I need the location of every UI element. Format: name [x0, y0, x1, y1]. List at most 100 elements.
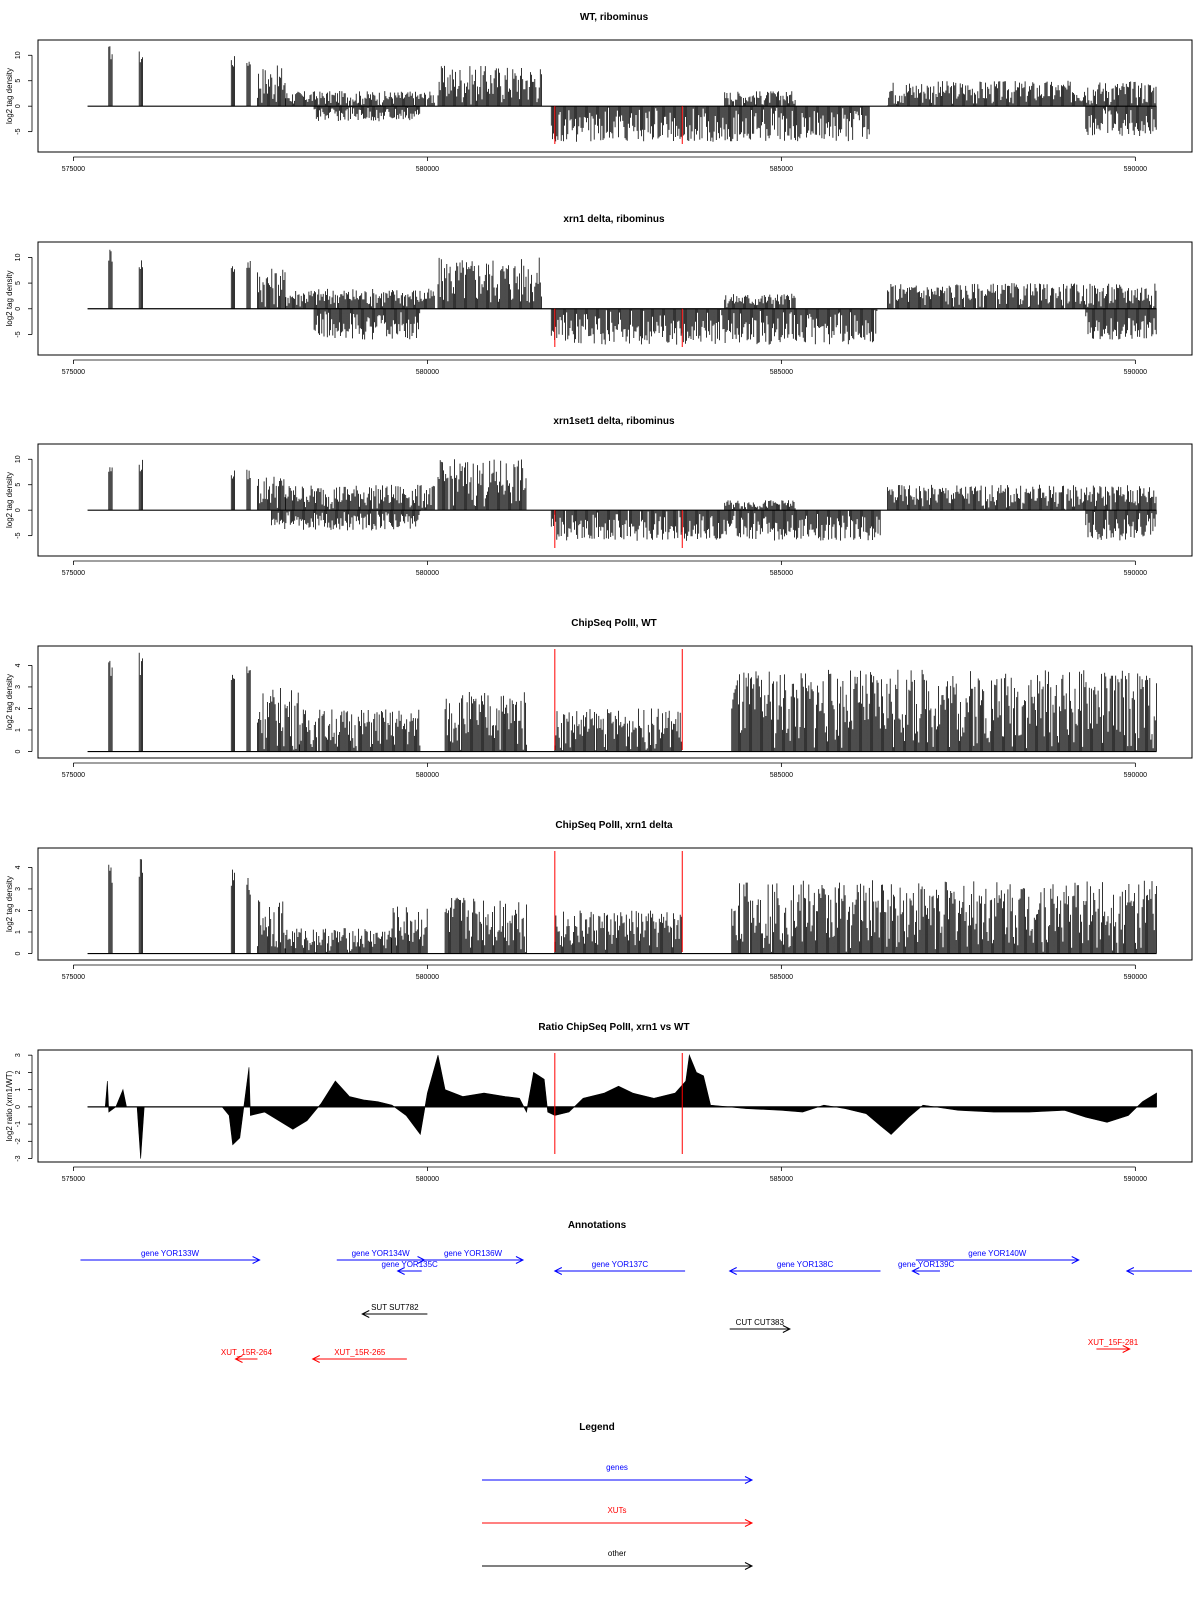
y-tick-label: 0	[15, 749, 22, 753]
x-tick-label: 575000	[62, 1176, 85, 1183]
feature-label: XUT_15R-265	[334, 1348, 386, 1357]
plus-strand-signal	[138, 859, 143, 954]
y-tick-label: 0	[15, 508, 22, 512]
x-tick-label: 590000	[1124, 166, 1147, 173]
y-axis: -5 0 5 10	[15, 253, 33, 338]
x-axis: 575000 580000 585000 590000	[62, 560, 1147, 577]
feature-label: CUT CUT383	[736, 1318, 785, 1327]
feature-gene: gene YOR139C	[898, 1260, 955, 1275]
plus-strand-signal	[437, 257, 542, 309]
plot-frame	[37, 39, 1193, 153]
feature-label: gene YOR140W	[968, 1249, 1027, 1258]
plus-strand-signal	[257, 65, 286, 107]
x-tick-label: 575000	[62, 166, 85, 173]
feature-xut: XUT_15R-264	[221, 1348, 273, 1363]
panel-title: xrn1 delta, ribominus	[563, 214, 665, 225]
plus-strand-signal	[108, 660, 113, 752]
plus-strand-signal	[887, 484, 1157, 511]
y-tick-label: 1	[15, 728, 22, 732]
y-tick-label: 3	[15, 1053, 22, 1057]
plus-strand-signal	[437, 65, 542, 107]
plus-strand-signal	[230, 674, 235, 752]
y-tick-label: 0	[15, 307, 22, 311]
x-axis: 575000 580000 585000 590000	[62, 359, 1147, 376]
feature-gene: gene YOR138C	[728, 1260, 881, 1275]
plot-frame	[37, 645, 1193, 759]
minus-strand-signal	[313, 308, 421, 340]
plus-strand-signal	[724, 91, 796, 107]
y-tick-label: 3	[15, 685, 22, 689]
data-trace	[108, 459, 1157, 541]
plus-strand-signal	[138, 652, 143, 752]
plus-strand-signal	[554, 910, 682, 954]
legend-item-xut: XUTs	[482, 1506, 754, 1527]
x-tick-label: 580000	[416, 570, 439, 577]
plus-strand-signal	[391, 906, 428, 954]
data-trace	[108, 859, 1157, 954]
x-tick-label: 590000	[1124, 1176, 1147, 1183]
plus-strand-signal	[299, 709, 421, 752]
x-tick-label: 580000	[416, 974, 439, 981]
y-tick-label: 5	[15, 483, 22, 487]
x-tick-label: 585000	[770, 974, 793, 981]
feature-other: CUT CUT383	[729, 1318, 791, 1333]
feature-gene: gene YOR137C	[553, 1260, 686, 1275]
plus-strand-signal	[285, 928, 392, 954]
x-tick-label: 590000	[1124, 772, 1147, 779]
plus-strand-signal	[887, 80, 1157, 107]
legend-item-gene: genes	[482, 1463, 754, 1484]
y-tick-label: 2	[15, 1070, 22, 1074]
plus-strand-signal	[724, 500, 796, 511]
plus-strand-signal	[108, 249, 113, 309]
x-tick-label: 585000	[770, 772, 793, 779]
annotations-panel: Annotations gene YOR133W gene YOR134W gene…	[80, 1220, 1192, 1363]
legend-item-other: other	[482, 1549, 754, 1570]
y-axis-label: log2 ratio (xrn1/WT)	[5, 1070, 14, 1141]
feature-other: SUT SUT782	[361, 1303, 428, 1318]
y-tick-label: 5	[15, 79, 22, 83]
x-tick-label: 585000	[770, 166, 793, 173]
legend-panel: Legend genes XUTs other	[482, 1422, 754, 1570]
y-tick-label: 3	[15, 887, 22, 891]
data-trace	[108, 249, 1157, 345]
plus-strand-signal	[138, 260, 143, 309]
plus-strand-signal	[285, 288, 435, 309]
y-axis: -5 0 5 10	[15, 51, 33, 135]
legend-title: Legend	[579, 1422, 615, 1433]
y-tick-label: 1	[15, 930, 22, 934]
y-axis: -5 0 5 10	[15, 455, 33, 539]
y-tick-label: 1	[15, 1088, 22, 1092]
plus-strand-signal	[444, 692, 527, 752]
panel-6: Ratio ChipSeq PolII, xrn1 vs WT -3 -2 -1 0 1 2…	[5, 1022, 1193, 1183]
x-tick-label: 590000	[1124, 570, 1147, 577]
y-tick-label: -5	[15, 128, 22, 134]
plus-strand-signal	[230, 266, 235, 309]
plus-strand-signal	[246, 666, 251, 752]
plus-strand-signal	[257, 900, 286, 954]
panel-3: xrn1set1 delta, ribominus -5 0 5 10 log2 tag …	[5, 416, 1193, 577]
plus-strand-signal	[285, 91, 435, 107]
y-tick-label: 2	[15, 908, 22, 912]
panel-title: ChipSeq PolII, xrn1 delta	[555, 820, 673, 831]
panel-title: ChipSeq PolII, WT	[571, 618, 657, 629]
plus-strand-signal	[246, 261, 251, 309]
y-tick-label: 5	[15, 281, 22, 285]
feature-label: gene YOR139C	[898, 1260, 955, 1269]
minus-strand-signal	[271, 510, 421, 531]
x-tick-label: 580000	[416, 166, 439, 173]
legend-label: XUTs	[607, 1506, 626, 1515]
plus-strand-signal	[257, 268, 286, 309]
x-tick-label: 585000	[770, 570, 793, 577]
y-tick-label: 10	[15, 51, 22, 59]
plus-strand-signal	[108, 467, 113, 511]
feature-label: SUT SUT782	[371, 1303, 419, 1312]
minus-strand-signal	[1085, 106, 1157, 136]
plus-strand-signal	[108, 864, 113, 954]
plot-frame	[37, 1049, 1193, 1163]
plus-strand-signal	[257, 476, 286, 511]
x-tick-label: 575000	[62, 570, 85, 577]
panel-title: Ratio ChipSeq PolII, xrn1 vs WT	[538, 1022, 689, 1033]
feature-label: gene YOR136W	[444, 1249, 503, 1258]
feature-label: XUT_15R-264	[221, 1348, 273, 1357]
y-axis-label: log2 tag density	[5, 472, 14, 528]
